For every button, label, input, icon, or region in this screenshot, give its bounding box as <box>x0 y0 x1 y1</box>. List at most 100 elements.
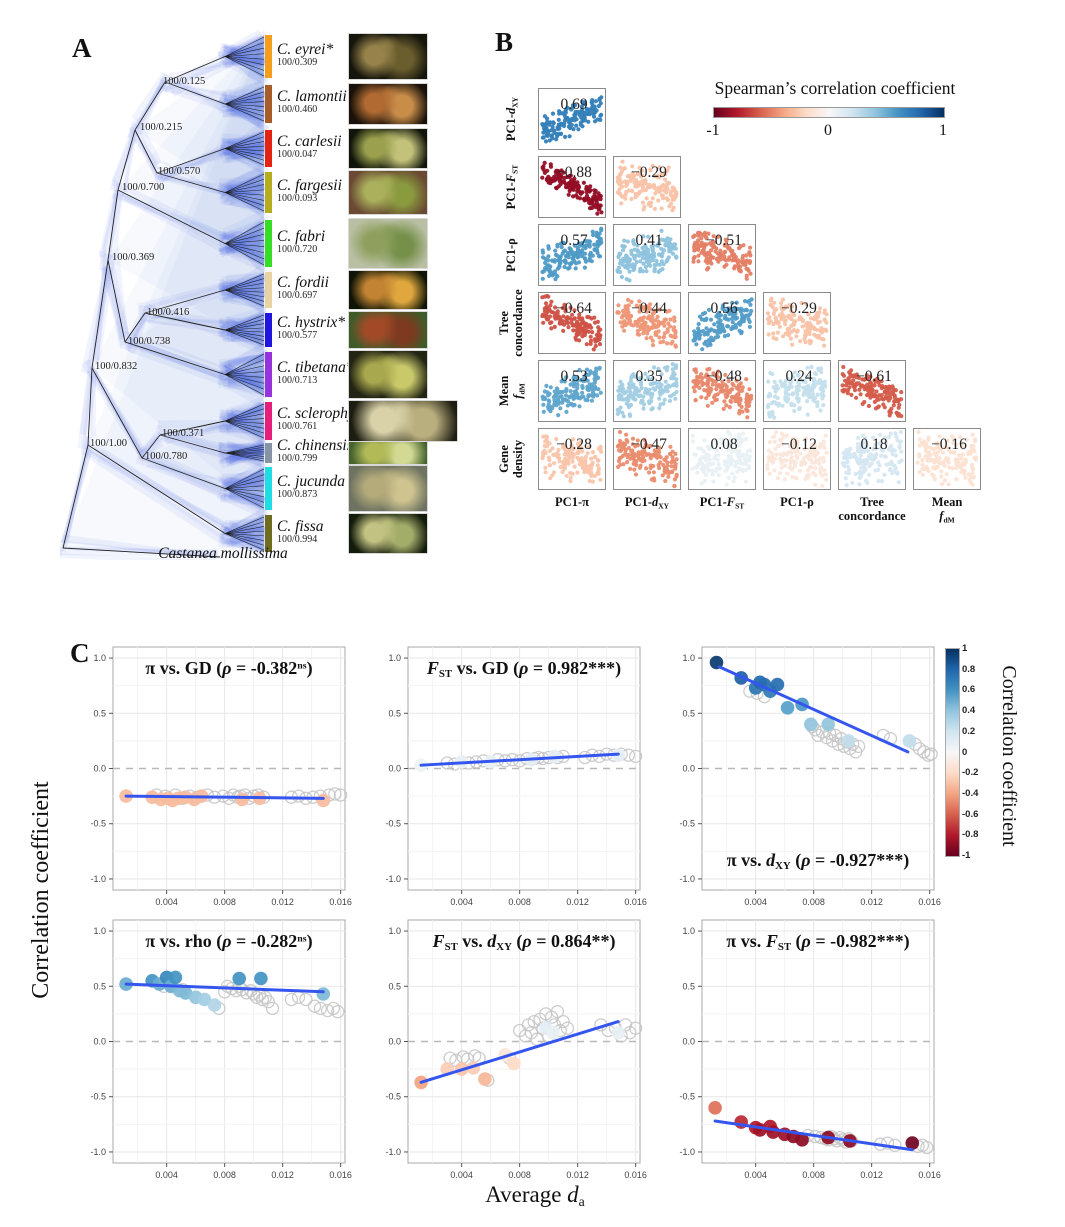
svg-text:0.0: 0.0 <box>388 764 401 774</box>
svg-text:0.0: 0.0 <box>388 1037 401 1047</box>
matrix-cell: −0.12 <box>763 428 831 490</box>
tree-node-support-label: 100/0.780 <box>145 451 188 462</box>
colorbar-tick: -0.8 <box>962 829 979 841</box>
svg-text:0.57: 0.57 <box>560 232 587 249</box>
species-color-bar <box>265 402 272 440</box>
svg-text:0.08: 0.08 <box>710 436 737 453</box>
svg-text:0.008: 0.008 <box>508 897 531 907</box>
matrix-cell: −0.16 <box>913 428 981 490</box>
svg-text:-1.0: -1.0 <box>679 1147 695 1157</box>
scatter-plot: 0.004 0.008 0.012 0.016 1.0 0.5 0.0 -0.5 -1.0 π v… <box>63 642 353 920</box>
species-color-bar <box>265 272 272 308</box>
svg-text:0.0: 0.0 <box>93 764 106 774</box>
scatter-plot: 0.004 0.008 0.012 0.016 1.0 0.5 0.0 -0.5 -1.0 π v… <box>63 915 353 1193</box>
matrix-col-label: PC1-FST <box>699 495 745 511</box>
svg-text:0.016: 0.016 <box>329 1170 352 1180</box>
svg-text:0.41: 0.41 <box>635 232 662 249</box>
svg-text:−0.47: −0.47 <box>631 436 667 453</box>
species-support: 100/0.873 <box>277 488 318 500</box>
svg-text:1.0: 1.0 <box>388 653 401 663</box>
species-entry: C. fabri 100/0.720 <box>277 228 325 256</box>
species-photo <box>348 513 428 554</box>
matrix-cell: 0.24 <box>763 360 831 422</box>
legend-tick-zero: 0 <box>824 122 832 139</box>
svg-text:0.0: 0.0 <box>682 1037 695 1047</box>
outgroup-label: Castanea mollissima <box>158 545 288 562</box>
matrix-row-label: Tree concordance <box>497 289 525 357</box>
phylogenetic-densitree <box>56 29 272 565</box>
species-entry: C. hystrix* 100/0.577 <box>277 314 346 342</box>
svg-text:-0.5: -0.5 <box>90 819 106 829</box>
svg-text:1.0: 1.0 <box>682 653 695 663</box>
species-color-bar <box>265 172 272 213</box>
svg-text:-0.5: -0.5 <box>679 1092 695 1102</box>
matrix-row-label: PC1-dXY <box>503 96 519 142</box>
svg-text:−0.44: −0.44 <box>631 300 667 317</box>
species-color-bar <box>265 352 272 397</box>
species-photo <box>348 270 428 310</box>
svg-text:0.53: 0.53 <box>560 368 587 385</box>
svg-text:0.004: 0.004 <box>155 1170 178 1180</box>
svg-text:-0.5: -0.5 <box>385 1092 401 1102</box>
colorbar-label: Correlation coefficient <box>998 665 1020 847</box>
species-photo <box>348 33 428 80</box>
tree-node-support-label: 100/0.416 <box>147 307 190 318</box>
tree-node-support-label: 100/0.369 <box>112 252 155 263</box>
colorbar-tick: -0.4 <box>962 787 979 799</box>
tree-node-support-label: 100/0.738 <box>128 336 171 347</box>
species-entry: C. fissa 100/0.994 <box>277 517 324 546</box>
matrix-col-label: PC1-ρ <box>780 495 814 509</box>
plot-title: π vs. FST (ρ = -0.982***) <box>726 931 910 954</box>
svg-text:−0.61: −0.61 <box>856 368 892 385</box>
matrix-cell: −0.47 <box>613 428 681 490</box>
matrix-cell: 0.69 <box>538 88 606 150</box>
svg-text:−0.48: −0.48 <box>706 368 742 385</box>
tree-node-support-label: 100/0.570 <box>158 166 201 177</box>
tree-node-support-label: 100/0.700 <box>122 182 165 193</box>
matrix-cell: −0.44 <box>613 292 681 354</box>
scatter-plot: 0.004 0.008 0.012 0.016 1.0 0.5 0.0 -0.5 -1.0 FST… <box>358 915 648 1193</box>
species-color-bar <box>265 130 272 167</box>
species-name: C. hystrix* <box>277 314 346 331</box>
matrix-cell: 0.35 <box>613 360 681 422</box>
species-entry: C. carlesii 100/0.047 <box>277 132 342 161</box>
svg-text:0.012: 0.012 <box>860 897 883 907</box>
svg-text:0.004: 0.004 <box>155 897 178 907</box>
species-support: 100/0.799 <box>277 453 318 465</box>
svg-text:0.0: 0.0 <box>682 764 695 774</box>
svg-text:0.5: 0.5 <box>682 981 695 991</box>
colorbar-tick: 0.6 <box>962 684 976 696</box>
plot-title: FST vs. GD (ρ = 0.982***) <box>426 658 622 681</box>
species-photo <box>348 170 428 215</box>
svg-text:0.012: 0.012 <box>566 897 589 907</box>
svg-text:0.016: 0.016 <box>918 1170 941 1180</box>
species-support: 100/0.309 <box>277 56 318 68</box>
legend-title: Spearman’s correlation coefficient <box>714 78 956 98</box>
panel-a: A 100/0.125 100/0.215 100/0.570 100/0.700 10… <box>56 25 470 590</box>
colorbar-tick: 0 <box>962 746 968 758</box>
shared-y-axis-label: Correlation coefficient <box>28 781 54 999</box>
svg-text:1.0: 1.0 <box>388 926 401 936</box>
species-name: C. jucunda <box>277 472 346 490</box>
matrix-row-label: PC1-FST <box>503 164 519 210</box>
svg-text:0.5: 0.5 <box>682 708 695 718</box>
species-photo <box>348 83 428 125</box>
species-entry: C. lamontii 100/0.460 <box>277 88 347 116</box>
species-name: C. lamontii <box>277 88 347 105</box>
shared-x-axis-label: Average da <box>485 1182 585 1210</box>
species-support: 100/0.577 <box>277 330 318 342</box>
svg-text:0.004: 0.004 <box>450 897 473 907</box>
species-name: C. carlesii <box>277 132 342 150</box>
svg-text:0.016: 0.016 <box>918 897 941 907</box>
species-entry: C. eyrei* 100/0.309 <box>277 41 333 69</box>
species-support: 100/0.093 <box>277 192 318 204</box>
species-photo <box>348 311 428 349</box>
svg-text:0.016: 0.016 <box>624 897 647 907</box>
species-color-bar <box>265 313 272 347</box>
species-photo <box>348 465 428 512</box>
matrix-cell: −0.48 <box>688 360 756 422</box>
species-name: C. fissa <box>277 517 324 535</box>
colorbar-tick: 0.4 <box>962 705 976 717</box>
matrix-cell: −0.61 <box>838 360 906 422</box>
